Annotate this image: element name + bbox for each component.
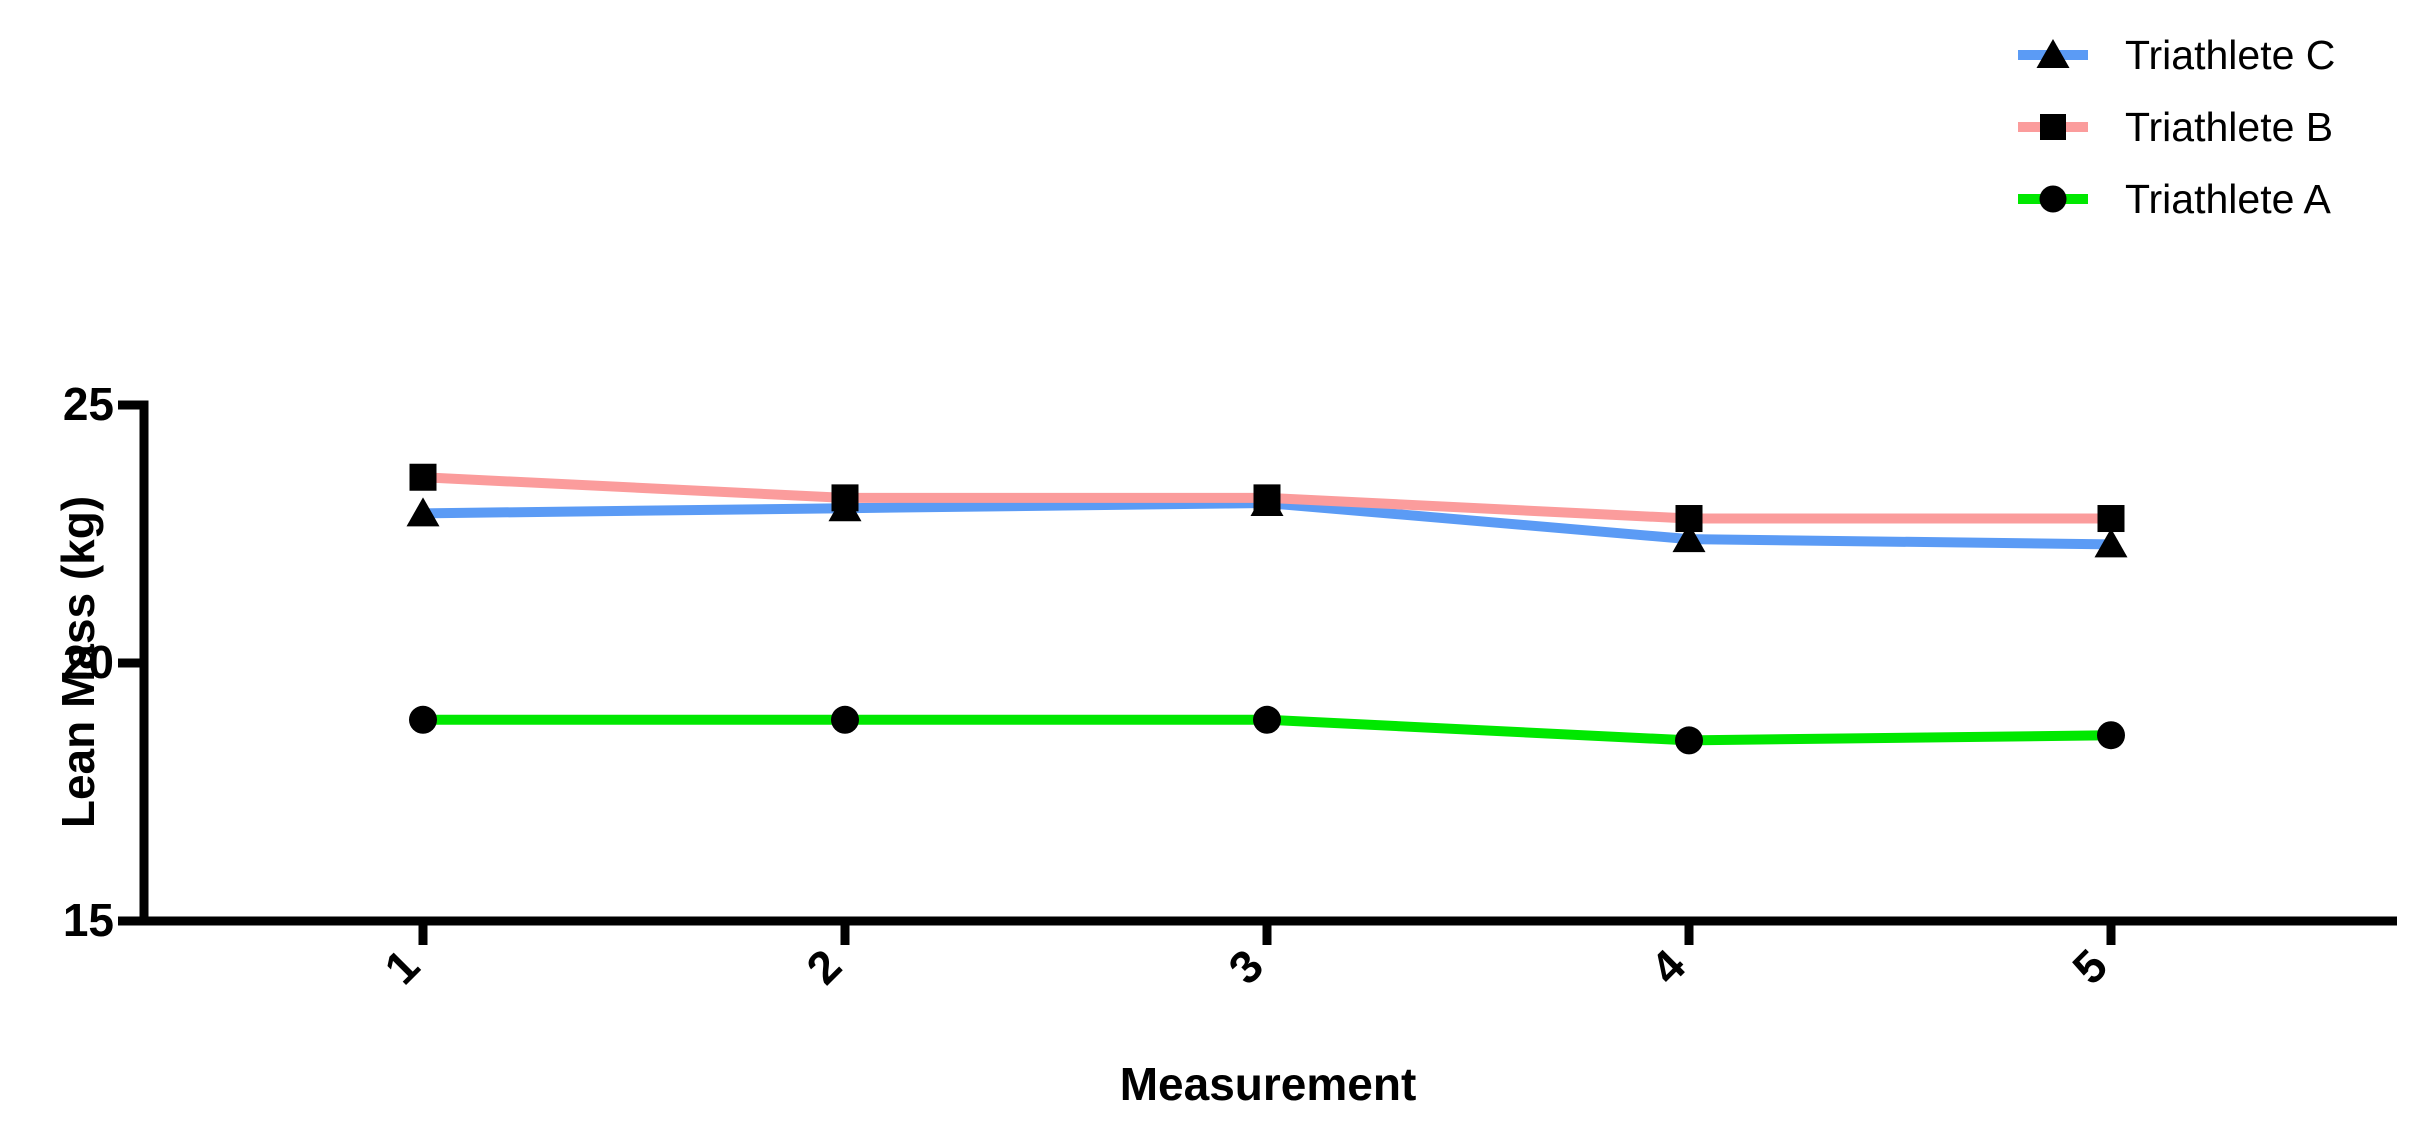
- axes: [118, 400, 2397, 945]
- legend-item-triathlete-c: Triathlete C: [2018, 32, 2335, 78]
- square-marker-icon: [409, 463, 437, 491]
- circle-marker-icon: [831, 705, 859, 734]
- x-tick-label: 1: [374, 939, 429, 994]
- legend-swatch-triathlete-b: [2018, 114, 2088, 140]
- series-triathlete-b: [409, 463, 2125, 533]
- legend-item-triathlete-a: Triathlete A: [2018, 176, 2335, 222]
- legend: Triathlete C Triathlete B Triathlete A: [2018, 32, 2335, 222]
- legend-item-triathlete-b: Triathlete B: [2018, 104, 2335, 150]
- x-tick-label: 3: [1218, 939, 1273, 994]
- circle-marker-icon: [2039, 185, 2067, 213]
- triangle-marker-icon: [406, 497, 440, 527]
- y-axis-title: Lean Mass (kg): [52, 495, 104, 829]
- square-marker-icon: [2040, 114, 2066, 140]
- circle-marker-icon: [1253, 705, 1281, 734]
- x-tick-label: 5: [2062, 939, 2117, 994]
- legend-swatch-triathlete-c: [2018, 39, 2088, 68]
- triangle-marker-icon: [2094, 528, 2128, 558]
- circle-marker-icon: [2097, 721, 2125, 750]
- x-tick-label: 4: [1640, 939, 1695, 994]
- triangle-marker-icon: [2036, 39, 2070, 68]
- square-marker-icon: [1253, 484, 1281, 512]
- circle-marker-icon: [409, 705, 437, 734]
- legend-label: Triathlete C: [2125, 31, 2336, 78]
- y-tick-label: 15: [63, 894, 114, 946]
- series-triathlete-a: [409, 705, 2125, 755]
- legend-swatch-triathlete-a: [2018, 185, 2088, 213]
- legend-label: Triathlete B: [2125, 103, 2334, 150]
- x-tick-label: 2: [796, 939, 851, 994]
- square-marker-icon: [1675, 505, 1703, 533]
- legend-label: Triathlete A: [2125, 175, 2331, 222]
- square-marker-icon: [2097, 505, 2125, 533]
- circle-marker-icon: [1675, 726, 1703, 755]
- square-marker-icon: [831, 484, 859, 512]
- x-axis-title: Measurement: [1119, 1058, 1417, 1110]
- y-tick-label: 20: [63, 636, 114, 688]
- triangle-marker-icon: [1672, 523, 1706, 553]
- y-tick-label: 25: [63, 378, 114, 430]
